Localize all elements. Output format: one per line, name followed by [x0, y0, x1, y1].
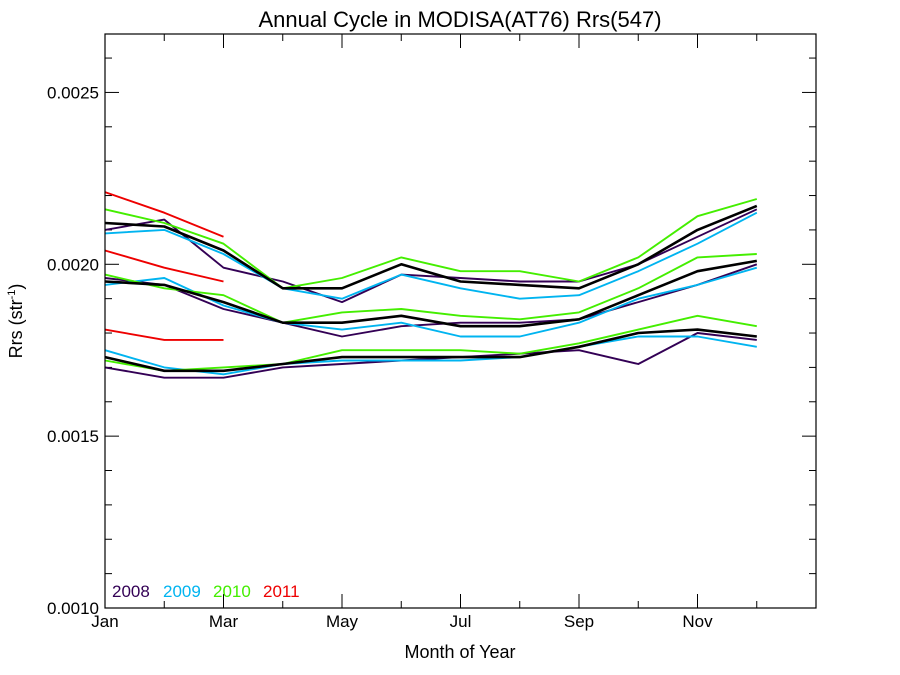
y-tick-label: 0.0015 [47, 427, 99, 446]
x-tick-label: Jan [91, 612, 118, 631]
x-axis-label: Month of Year [404, 642, 515, 662]
x-tick-label: Nov [682, 612, 713, 631]
series-line-2010-7 [104, 253, 757, 324]
series-layer [104, 191, 758, 379]
series-line-2008-1 [104, 263, 758, 338]
plot-frame [104, 33, 817, 609]
legend: 2008 2009 2010 2011 [112, 582, 300, 601]
series-line-2010-6 [104, 198, 758, 290]
series-line-mean-12 [104, 204, 758, 290]
series-line-2011-9 [104, 191, 224, 238]
series-line-2009-5 [104, 335, 757, 376]
series-line-2010-8 [104, 314, 757, 372]
series-line-2009-3 [104, 211, 758, 300]
series-line-2011-10 [104, 249, 224, 283]
chart-title: Annual Cycle in MODISA(AT76) Rrs(547) [258, 7, 661, 32]
x-tick-label: Sep [564, 612, 594, 631]
y-axis-label-close: ) [6, 284, 26, 290]
tick-labels-layer: Jan Mar May Jul Sep Nov 0.0010 0.0015 0.0020 0.00… [47, 83, 713, 631]
ticks-layer [104, 34, 816, 609]
legend-item-2010: 2010 [213, 582, 251, 601]
y-axis-label: Rrs (str-1) [6, 284, 26, 359]
y-tick-label: 0.0020 [47, 255, 99, 274]
x-tick-label: May [326, 612, 359, 631]
series-line-2011-11 [104, 328, 224, 341]
series-line-2008-2 [104, 332, 757, 379]
y-tick-label: 0.0010 [47, 599, 99, 618]
series-line-2009-4 [104, 266, 758, 338]
legend-item-2008: 2008 [112, 582, 150, 601]
legend-item-2011: 2011 [263, 582, 300, 601]
y-tick-label: 0.0025 [47, 83, 99, 102]
y-axis-label-sup: -1 [6, 290, 18, 300]
y-axis-label-main: Rrs (str [6, 299, 26, 358]
legend-item-2009: 2009 [163, 582, 201, 601]
x-tick-label: Jul [450, 612, 472, 631]
series-line-mean-14 [104, 328, 757, 373]
series-line-mean-13 [104, 259, 758, 328]
x-tick-label: Mar [209, 612, 239, 631]
